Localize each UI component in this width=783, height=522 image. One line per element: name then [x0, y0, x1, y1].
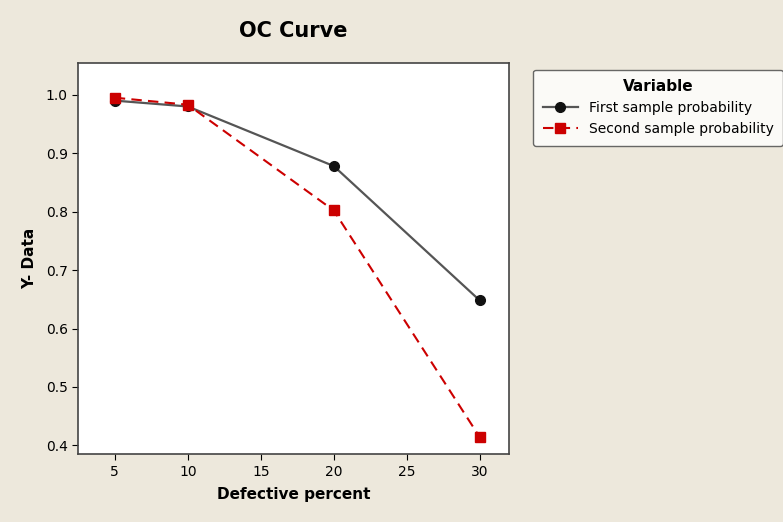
Text: OC Curve: OC Curve [240, 21, 348, 41]
Y-axis label: Y- Data: Y- Data [23, 228, 38, 289]
Legend: First sample probability, Second sample probability: First sample probability, Second sample … [533, 69, 783, 146]
X-axis label: Defective percent: Defective percent [217, 487, 370, 502]
